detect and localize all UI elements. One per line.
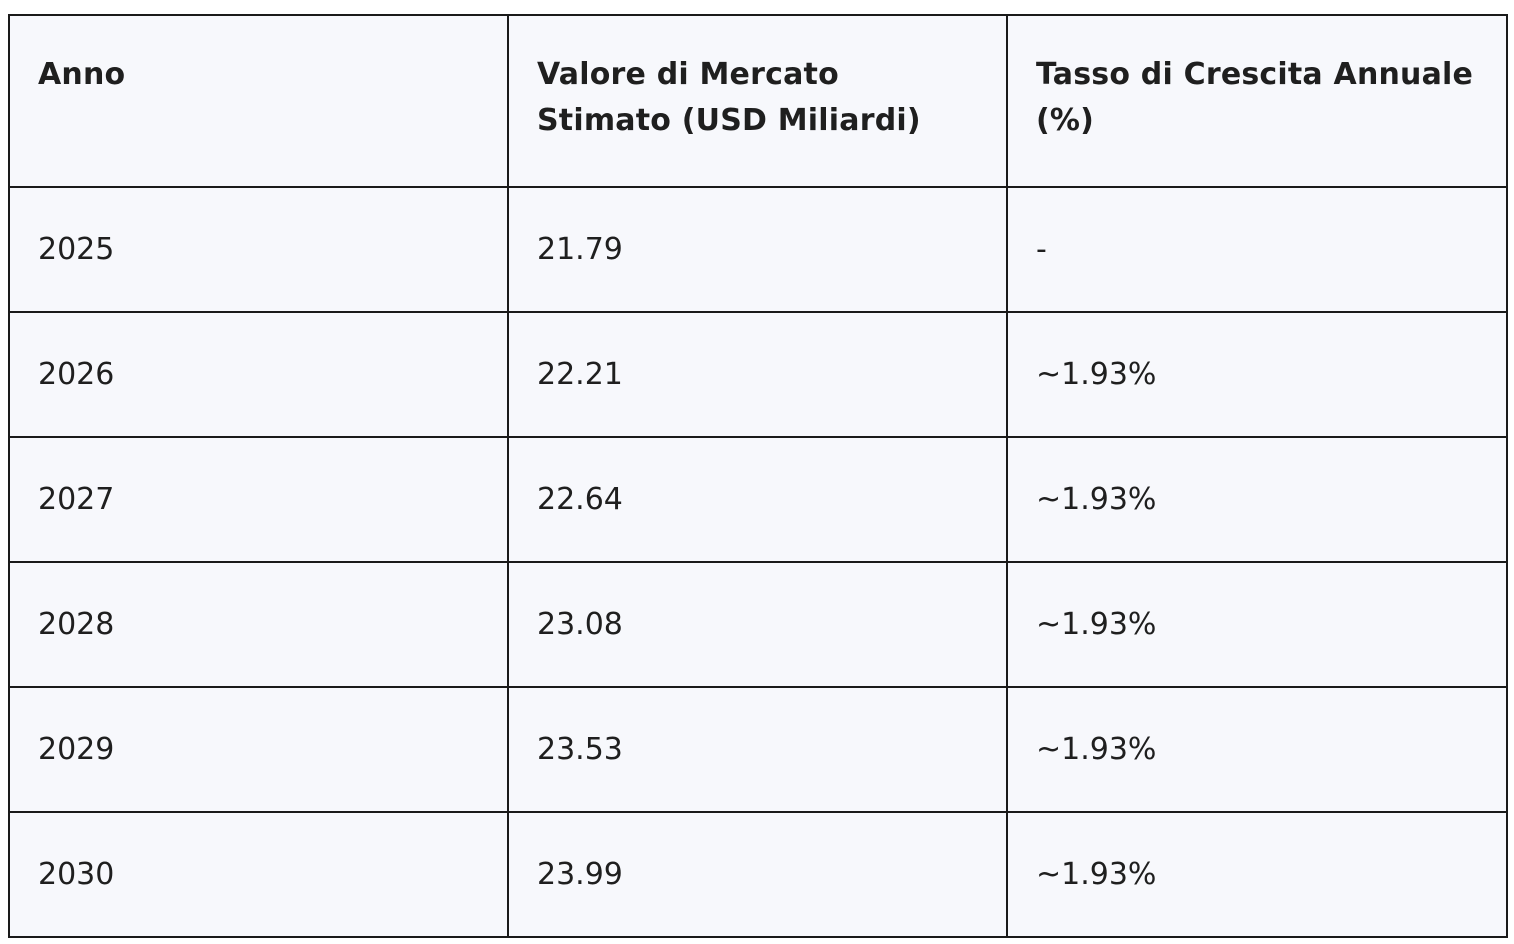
table-header: Anno Valore di Mercato Stimato (USD Mili… xyxy=(8,14,1508,188)
cell-valore: 23.99 xyxy=(507,811,1008,938)
column-header-anno: Anno xyxy=(8,14,509,188)
table-row: 2026 22.21 ~1.93% xyxy=(8,311,1508,438)
table-row: 2028 23.08 ~1.93% xyxy=(8,561,1508,688)
table-row: 2029 23.53 ~1.93% xyxy=(8,686,1508,813)
cell-valore: 23.53 xyxy=(507,686,1008,813)
cell-tasso: - xyxy=(1006,186,1508,313)
cell-anno: 2029 xyxy=(8,686,509,813)
data-table-container: Anno Valore di Mercato Stimato (USD Mili… xyxy=(8,14,1508,938)
market-value-table: Anno Valore di Mercato Stimato (USD Mili… xyxy=(8,14,1508,938)
cell-anno: 2027 xyxy=(8,436,509,563)
cell-tasso: ~1.93% xyxy=(1006,561,1508,688)
cell-valore: 23.08 xyxy=(507,561,1008,688)
table-row: 2030 23.99 ~1.93% xyxy=(8,811,1508,938)
table-row: 2025 21.79 - xyxy=(8,186,1508,313)
cell-tasso: ~1.93% xyxy=(1006,311,1508,438)
column-header-tasso-crescita: Tasso di Crescita Annuale (%) xyxy=(1006,14,1508,188)
table-body: 2025 21.79 - 2026 22.21 ~1.93% 2027 22.6… xyxy=(8,186,1508,938)
cell-valore: 21.79 xyxy=(507,186,1008,313)
header-row: Anno Valore di Mercato Stimato (USD Mili… xyxy=(8,14,1508,188)
cell-tasso: ~1.93% xyxy=(1006,811,1508,938)
cell-tasso: ~1.93% xyxy=(1006,436,1508,563)
cell-valore: 22.64 xyxy=(507,436,1008,563)
cell-anno: 2026 xyxy=(8,311,509,438)
table-row: 2027 22.64 ~1.93% xyxy=(8,436,1508,563)
cell-anno: 2025 xyxy=(8,186,509,313)
column-header-valore-mercato: Valore di Mercato Stimato (USD Miliardi) xyxy=(507,14,1008,188)
cell-anno: 2030 xyxy=(8,811,509,938)
cell-anno: 2028 xyxy=(8,561,509,688)
cell-valore: 22.21 xyxy=(507,311,1008,438)
cell-tasso: ~1.93% xyxy=(1006,686,1508,813)
